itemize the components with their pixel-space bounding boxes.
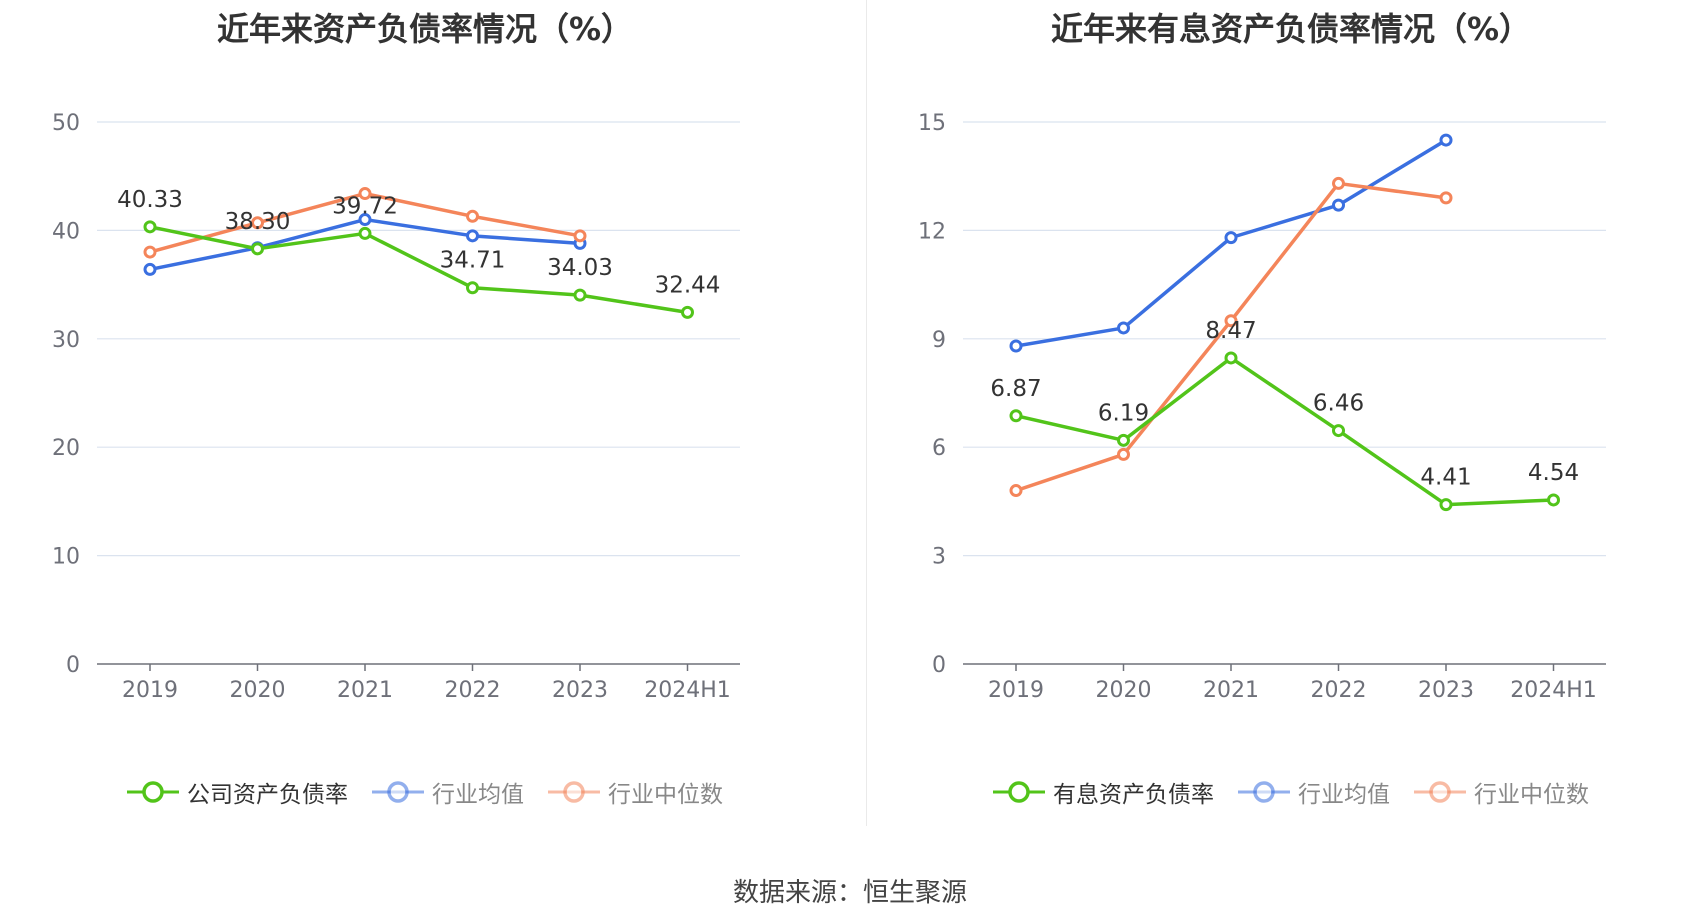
legend-line-marker-icon xyxy=(548,781,600,803)
legend-label: 行业均值 xyxy=(1298,782,1390,808)
data-label: 32.44 xyxy=(655,272,721,298)
legend-item-industry-median[interactable]: 行业中位数 xyxy=(548,775,723,809)
data-label: 40.33 xyxy=(117,187,183,213)
legend-item-company[interactable]: 有息资产负债率 xyxy=(993,775,1214,809)
data-label: 8.47 xyxy=(1205,318,1256,344)
legend-line-marker-icon xyxy=(127,781,179,803)
x-tick-label: 2023 xyxy=(552,678,608,703)
y-tick-label: 50 xyxy=(52,111,80,136)
legend-label: 行业中位数 xyxy=(608,782,723,808)
legend-line-marker-icon xyxy=(1414,781,1466,803)
x-tick-label: 2020 xyxy=(1096,678,1152,703)
x-tick-label: 2022 xyxy=(1311,678,1367,703)
data-point[interactable] xyxy=(1439,133,1453,147)
x-tick-label: 2021 xyxy=(337,678,393,703)
legend-label: 行业均值 xyxy=(432,782,524,808)
data-point[interactable] xyxy=(466,229,479,243)
data-point[interactable] xyxy=(1547,493,1560,507)
data-point[interactable] xyxy=(1009,339,1023,353)
data-label: 4.54 xyxy=(1528,460,1579,486)
x-tick-label: 2019 xyxy=(122,678,178,703)
data-label: 6.46 xyxy=(1313,391,1364,417)
chart-panel-debt-ratio: 近年来资产负债率情况（%） 0 10 20 30 40 50 2019 2020 2021 202… xyxy=(0,10,850,812)
data-point[interactable] xyxy=(466,209,479,223)
data-label: 4.41 xyxy=(1420,465,1471,491)
x-tick-label: 2023 xyxy=(1418,678,1474,703)
series-line xyxy=(1015,356,1554,507)
data-point[interactable] xyxy=(358,226,372,240)
legend-line-marker-icon xyxy=(1238,781,1290,803)
y-tick-label: 0 xyxy=(66,653,80,678)
data-point[interactable] xyxy=(573,288,587,302)
y-tick-label: 12 xyxy=(918,219,946,244)
line-chart-interest-debt-ratio: 0 3 6 9 12 15 2019 2020 2021 2022 2023 2024H1 6.87 6.… xyxy=(918,111,1606,703)
data-point[interactable] xyxy=(1117,433,1130,447)
chart-legend: 公司资产负债率 行业均值 行业中位数 xyxy=(0,772,850,812)
data-point[interactable] xyxy=(1117,321,1130,335)
x-tick-label: 2024H1 xyxy=(644,678,731,703)
legend-label: 公司资产负债率 xyxy=(187,782,348,808)
data-point[interactable] xyxy=(681,305,694,319)
x-tick-label: 2019 xyxy=(988,678,1044,703)
data-label: 6.19 xyxy=(1098,400,1149,426)
legend-item-company[interactable]: 公司资产负债率 xyxy=(127,775,348,809)
data-point[interactable] xyxy=(573,229,587,243)
data-point[interactable] xyxy=(143,245,157,259)
data-point[interactable] xyxy=(1224,351,1238,365)
data-point[interactable] xyxy=(466,281,479,295)
legend-item-industry-median[interactable]: 行业中位数 xyxy=(1414,775,1589,809)
y-tick-label: 6 xyxy=(932,436,946,461)
data-label: 34.71 xyxy=(440,248,506,274)
chart-title: 近年来资产负债率情况（%） xyxy=(216,10,634,48)
y-tick-label: 40 xyxy=(52,219,80,244)
panel-divider xyxy=(866,0,867,826)
legend-label: 有息资产负债率 xyxy=(1053,782,1214,808)
data-label: 39.72 xyxy=(332,193,398,219)
data-point[interactable] xyxy=(358,187,372,201)
x-tick-label: 2022 xyxy=(445,678,501,703)
legend-label: 行业中位数 xyxy=(1474,782,1589,808)
data-point[interactable] xyxy=(1439,498,1453,512)
legend-item-industry-avg[interactable]: 行业均值 xyxy=(372,775,524,809)
x-tick-label: 2024H1 xyxy=(1510,678,1597,703)
data-point[interactable] xyxy=(251,242,264,256)
chart-title: 近年来有息资产负债率情况（%） xyxy=(1050,10,1532,48)
data-point[interactable] xyxy=(143,262,157,276)
chart-legend: 有息资产负债率 行业均值 行业中位数 xyxy=(866,772,1700,812)
line-chart-debt-ratio: 0 10 20 30 40 50 2019 2020 2021 2022 2023 2024H1 40.… xyxy=(52,111,740,703)
data-point[interactable] xyxy=(1117,447,1130,461)
x-tick-label: 2020 xyxy=(230,678,286,703)
data-point[interactable] xyxy=(143,220,157,234)
data-point[interactable] xyxy=(1009,409,1023,423)
series-line xyxy=(149,225,688,315)
y-tick-label: 10 xyxy=(52,545,80,570)
legend-line-marker-icon xyxy=(993,781,1045,803)
data-point[interactable] xyxy=(1332,198,1345,212)
data-point[interactable] xyxy=(1439,191,1453,205)
data-label: 6.87 xyxy=(990,376,1041,402)
chart-panel-interest-debt-ratio: 近年来有息资产负债率情况（%） 0 3 6 9 12 15 2019 2020 2021 2022… xyxy=(866,0,1700,918)
y-tick-label: 20 xyxy=(52,436,80,461)
y-tick-label: 30 xyxy=(52,328,80,353)
x-tick-label: 2021 xyxy=(1203,678,1259,703)
data-label: 38.30 xyxy=(225,209,291,235)
legend-line-marker-icon xyxy=(372,781,424,803)
data-point[interactable] xyxy=(358,213,372,227)
data-point[interactable] xyxy=(1009,484,1023,498)
data-point[interactable] xyxy=(1224,314,1238,328)
y-tick-label: 9 xyxy=(932,328,946,353)
y-tick-label: 15 xyxy=(918,111,946,136)
data-label: 34.03 xyxy=(547,255,613,281)
legend-item-industry-avg[interactable]: 行业均值 xyxy=(1238,775,1390,809)
data-point[interactable] xyxy=(1224,231,1238,245)
data-point[interactable] xyxy=(251,216,264,230)
data-point[interactable] xyxy=(1332,424,1345,438)
data-source-note: 数据来源：恒生聚源 xyxy=(732,878,967,908)
y-tick-label: 3 xyxy=(932,545,946,570)
y-tick-label: 0 xyxy=(932,653,946,678)
data-point[interactable] xyxy=(1332,176,1345,190)
